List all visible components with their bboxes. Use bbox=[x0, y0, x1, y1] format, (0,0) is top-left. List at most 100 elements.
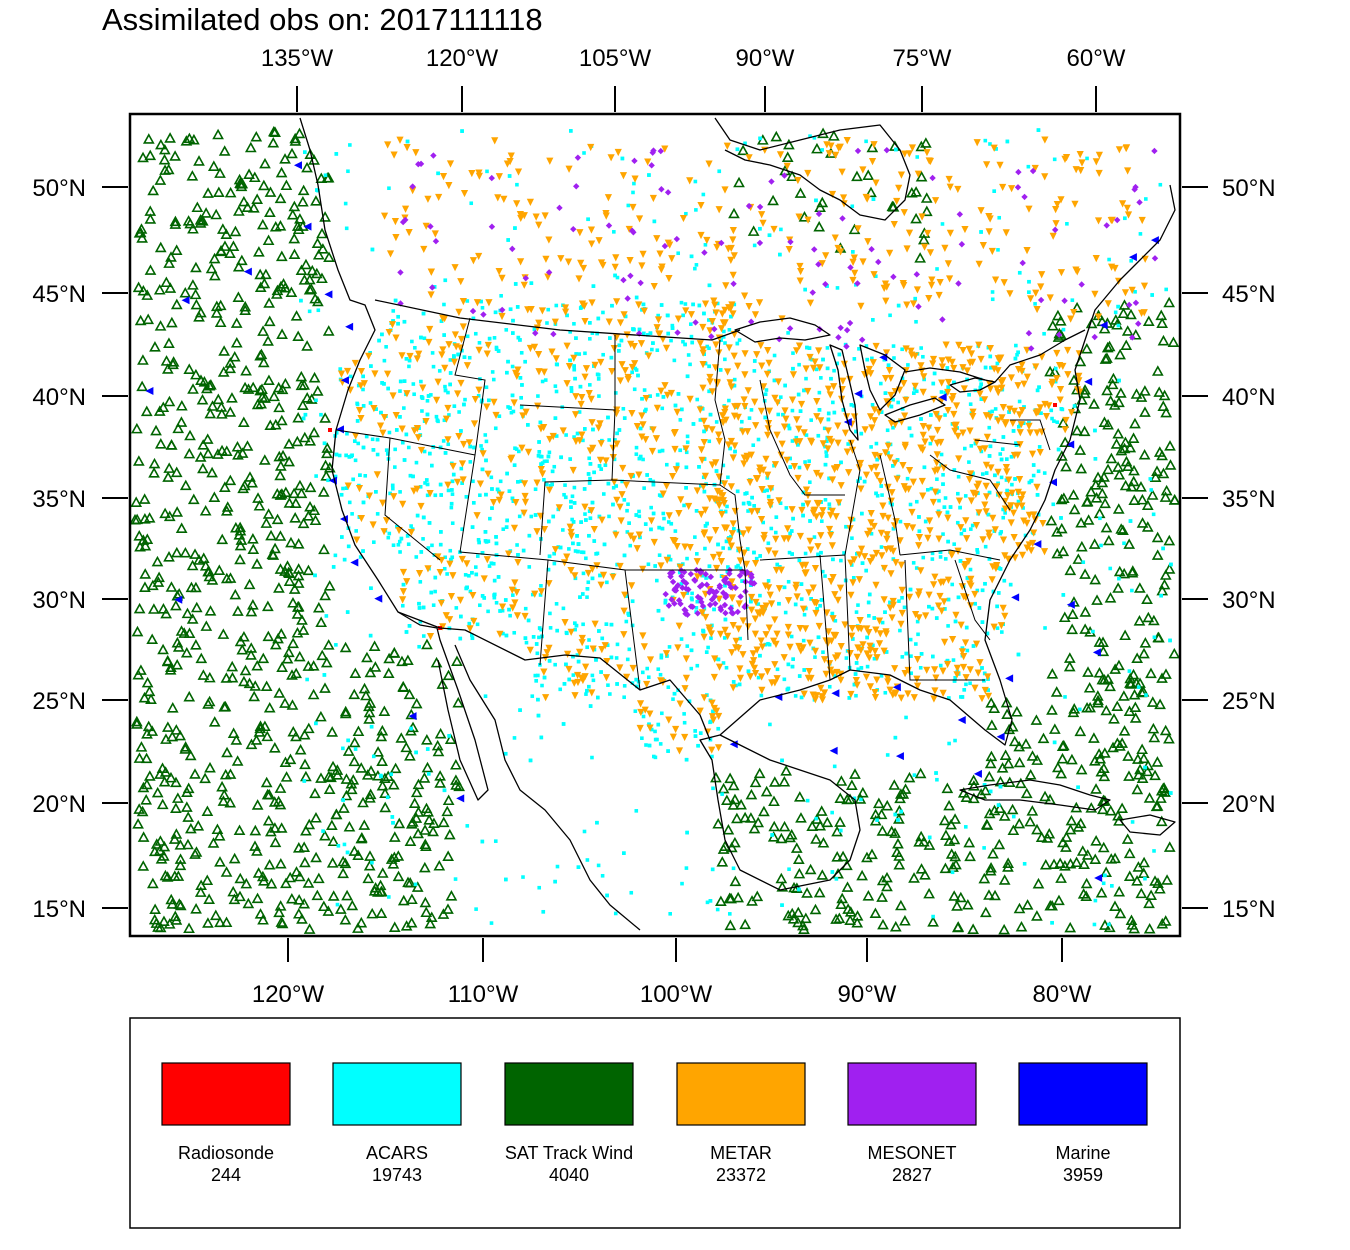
sat-track-wind-mark bbox=[1060, 831, 1073, 842]
sat-track-wind-mark bbox=[362, 872, 375, 884]
sat-track-wind-mark bbox=[985, 719, 998, 730]
metar-mark bbox=[884, 674, 892, 682]
sat-track-wind-mark bbox=[1112, 582, 1124, 593]
acars-mark bbox=[334, 643, 338, 647]
sat-track-wind-mark bbox=[1163, 841, 1176, 852]
sat-track-wind-mark bbox=[265, 877, 278, 889]
acars-mark bbox=[422, 336, 427, 341]
metar-mark bbox=[612, 531, 620, 539]
acars-mark bbox=[653, 564, 657, 568]
metar-mark bbox=[903, 245, 911, 253]
metar-mark bbox=[979, 242, 987, 250]
acars-mark bbox=[911, 391, 916, 395]
sat-track-wind-mark bbox=[317, 486, 330, 497]
metar-mark bbox=[805, 668, 813, 676]
metar-mark bbox=[966, 470, 975, 478]
acars-mark bbox=[999, 530, 1004, 534]
acars-mark bbox=[619, 338, 624, 343]
acars-mark bbox=[999, 475, 1004, 480]
acars-mark bbox=[596, 316, 601, 321]
acars-mark bbox=[938, 663, 943, 668]
sat-track-wind-mark bbox=[213, 830, 226, 841]
acars-mark bbox=[986, 512, 991, 517]
acars-mark bbox=[998, 452, 1003, 456]
acars-mark bbox=[987, 557, 992, 561]
acars-mark bbox=[343, 201, 348, 206]
acars-mark bbox=[504, 328, 509, 332]
acars-mark bbox=[683, 342, 687, 347]
metar-mark bbox=[674, 315, 682, 323]
sat-track-wind-mark bbox=[798, 923, 810, 934]
acars-mark bbox=[1091, 629, 1095, 634]
metar-mark bbox=[862, 193, 870, 202]
metar-mark bbox=[403, 144, 411, 152]
sat-track-wind-mark bbox=[146, 633, 159, 645]
acars-mark bbox=[387, 895, 391, 899]
metar-mark bbox=[401, 205, 410, 213]
sat-track-wind-mark bbox=[811, 142, 823, 154]
acars-mark bbox=[735, 147, 740, 152]
metar-mark bbox=[990, 623, 998, 631]
metar-mark bbox=[908, 144, 917, 152]
sat-track-wind-mark bbox=[276, 328, 288, 339]
acars-mark bbox=[777, 601, 781, 606]
acars-mark bbox=[896, 400, 900, 405]
metar-mark bbox=[639, 250, 647, 258]
metar-mark bbox=[475, 346, 483, 354]
acars-mark bbox=[588, 321, 592, 325]
sat-track-wind-mark bbox=[190, 601, 203, 613]
acars-mark bbox=[643, 522, 648, 526]
acars-mark bbox=[778, 395, 783, 399]
sat-track-wind-mark bbox=[1101, 341, 1114, 353]
acars-mark bbox=[431, 364, 436, 369]
metar-mark bbox=[597, 581, 605, 589]
sat-track-wind-mark bbox=[1055, 493, 1068, 505]
acars-mark bbox=[601, 352, 605, 357]
acars-mark bbox=[649, 505, 653, 510]
acars-mark bbox=[938, 555, 943, 559]
sat-track-wind-mark bbox=[1159, 724, 1172, 736]
acars-mark bbox=[979, 230, 983, 234]
sat-track-wind-mark bbox=[1100, 704, 1113, 716]
metar-mark bbox=[697, 510, 705, 519]
acars-mark bbox=[398, 415, 402, 419]
metar-mark bbox=[905, 485, 913, 493]
metar-mark bbox=[699, 323, 707, 332]
acars-mark bbox=[615, 562, 620, 567]
sat-track-wind-mark bbox=[964, 850, 976, 862]
acars-mark bbox=[597, 464, 602, 468]
sat-track-wind-mark bbox=[180, 135, 193, 146]
acars-mark bbox=[797, 362, 801, 367]
metar-mark bbox=[447, 593, 456, 601]
sat-track-wind-mark bbox=[1124, 677, 1136, 688]
sat-track-wind-mark bbox=[174, 853, 187, 864]
acars-mark bbox=[521, 875, 525, 879]
acars-mark bbox=[620, 156, 625, 161]
sat-track-wind-mark bbox=[1063, 660, 1076, 672]
sat-track-wind-mark bbox=[136, 805, 149, 817]
sat-track-wind-mark bbox=[331, 764, 344, 775]
acars-mark bbox=[685, 830, 689, 835]
metar-mark bbox=[380, 528, 388, 536]
sat-track-wind-mark bbox=[260, 517, 273, 528]
acars-mark bbox=[542, 477, 546, 482]
sat-track-wind-mark bbox=[948, 833, 961, 845]
metar-mark bbox=[717, 557, 726, 566]
metar-mark bbox=[899, 461, 907, 470]
metar-mark bbox=[950, 364, 958, 373]
acars-mark bbox=[526, 618, 531, 623]
acars-mark bbox=[606, 481, 611, 486]
acars-mark bbox=[699, 483, 703, 488]
acars-mark bbox=[596, 695, 600, 700]
sat-track-wind-mark bbox=[1133, 582, 1146, 593]
acars-mark bbox=[361, 387, 365, 392]
metar-mark bbox=[898, 586, 906, 594]
sat-track-wind-mark bbox=[273, 582, 285, 593]
acars-mark bbox=[700, 406, 705, 411]
acars-mark bbox=[340, 535, 344, 539]
acars-mark bbox=[448, 358, 453, 362]
metar-mark bbox=[771, 394, 779, 402]
metar-mark bbox=[599, 571, 608, 579]
acars-mark bbox=[608, 336, 612, 340]
sat-track-wind-mark bbox=[1151, 531, 1164, 543]
